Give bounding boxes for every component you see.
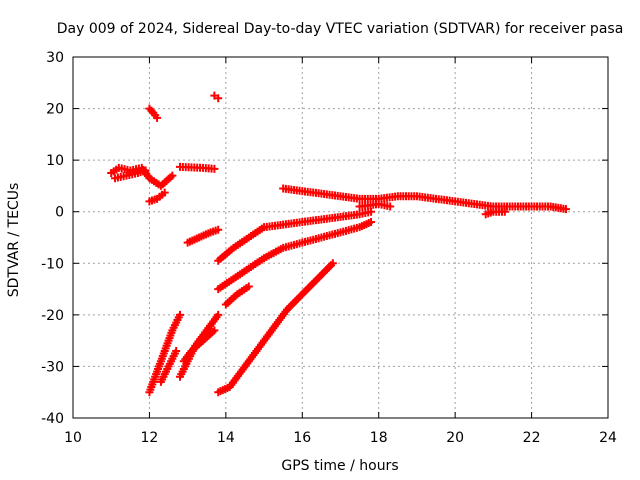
- data-point: [168, 171, 177, 180]
- y-tick-label: 30: [46, 50, 64, 66]
- axes: [72, 56, 609, 419]
- x-tick-label: 18: [370, 430, 388, 446]
- data-point: [160, 188, 169, 197]
- data-point: [367, 218, 376, 227]
- x-tick-label: 22: [523, 430, 541, 446]
- data-point: [561, 205, 570, 214]
- y-tick-label: 20: [46, 102, 64, 118]
- data-point: [214, 225, 223, 234]
- data-point: [328, 259, 337, 268]
- data-point: [176, 310, 184, 319]
- data-point: [210, 326, 219, 335]
- chart-title: Day 009 of 2024, Sidereal Day-to-day VTE…: [57, 21, 624, 37]
- data-point: [210, 164, 219, 173]
- grid: [73, 57, 608, 418]
- y-tick-label: -20: [41, 308, 64, 324]
- x-tick-label: 16: [293, 430, 311, 446]
- y-axis-label: SDTVAR / TECUs: [6, 183, 22, 298]
- data-point: [141, 166, 150, 175]
- data-point: [500, 207, 509, 216]
- x-tick-label: 12: [141, 430, 159, 446]
- data-point: [214, 310, 223, 319]
- data-point: [367, 207, 376, 216]
- y-tick-label: 0: [55, 205, 64, 221]
- data-marks: [107, 91, 570, 397]
- data-point: [172, 346, 181, 355]
- y-tick-label: -30: [41, 359, 64, 375]
- data-point: [153, 113, 162, 122]
- y-tick-label: -10: [41, 256, 64, 272]
- x-tick-label: 10: [64, 430, 82, 446]
- y-tick-label: -40: [41, 411, 64, 427]
- y-tick-label: 10: [46, 153, 64, 169]
- data-point: [244, 282, 253, 291]
- ticks: 10 12 14 16 18 20 22 24 -40 -30 -20 -10 0 10 20 30: [41, 50, 617, 446]
- data-point: [214, 94, 223, 103]
- x-tick-label: 20: [446, 430, 464, 446]
- data-point: [386, 202, 395, 211]
- plot-frame: [72, 56, 609, 419]
- x-tick-label: 24: [599, 430, 617, 446]
- x-axis-label: GPS time / hours: [281, 458, 398, 474]
- x-tick-label: 14: [217, 430, 235, 446]
